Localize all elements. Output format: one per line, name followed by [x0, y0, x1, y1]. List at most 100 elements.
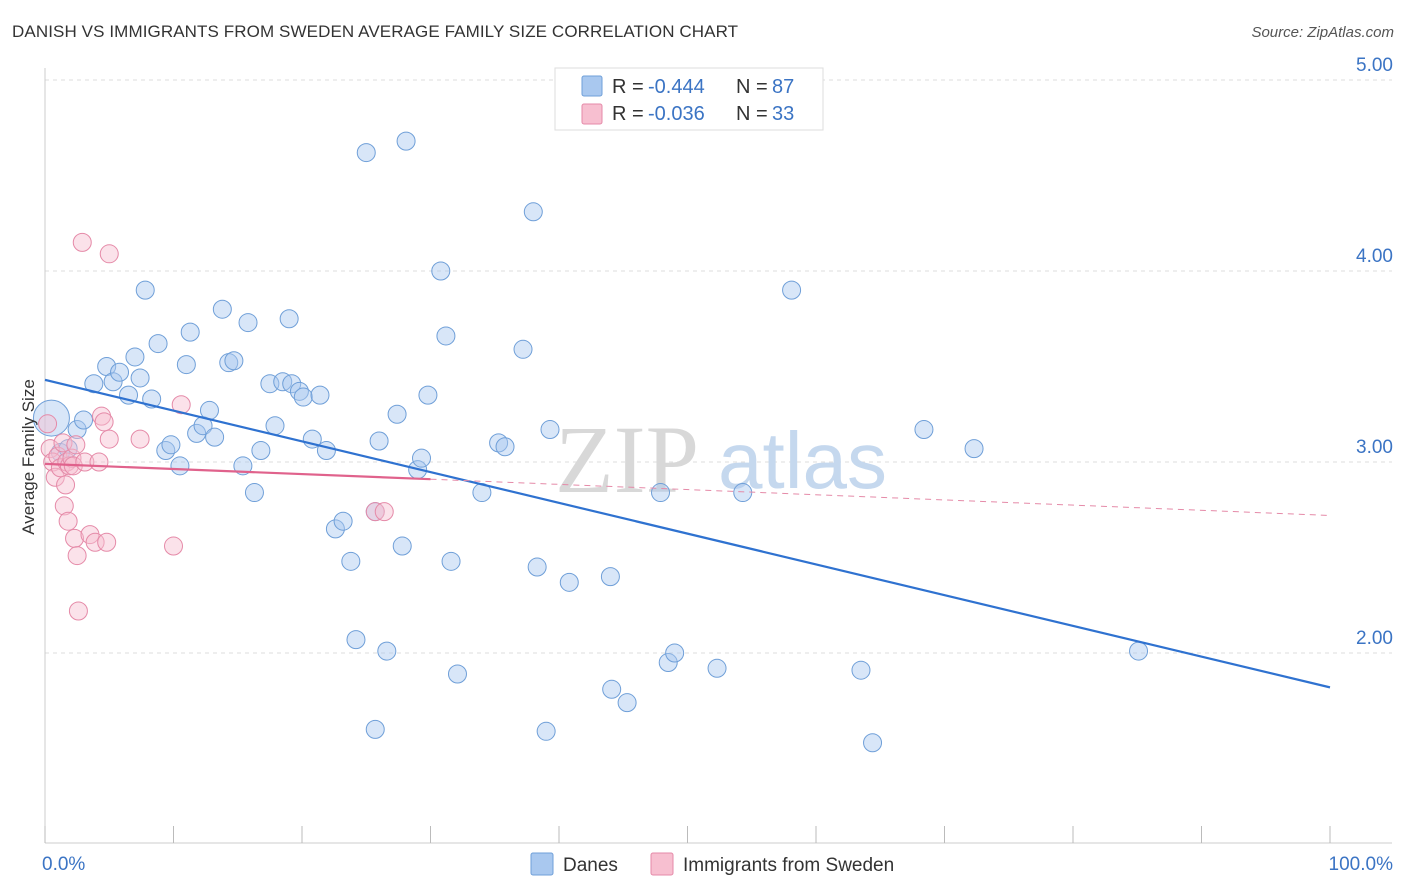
data-point-danes — [244, 483, 264, 503]
y-tick-label: 2.00 — [1356, 628, 1393, 649]
data-point-danes — [658, 653, 678, 673]
legend-swatch-sweden — [581, 103, 603, 125]
data-point-sweden — [68, 601, 88, 621]
data-point-sweden — [89, 452, 109, 472]
y-tick-label: 5.00 — [1356, 55, 1393, 76]
stats-legend: R = -0.444 N = 87 R = -0.036 N = 33 — [554, 67, 824, 131]
chart-source: Source: ZipAtlas.com — [1251, 24, 1394, 41]
data-point-danes — [964, 439, 984, 459]
data-point-danes — [67, 420, 87, 440]
x-tick-labels: 0.0% 100.0% — [42, 854, 1393, 875]
data-point-sweden — [38, 414, 58, 434]
data-point-danes — [369, 431, 389, 451]
legend-swatch-danes — [581, 75, 603, 97]
data-point-danes — [431, 261, 451, 281]
data-point-sweden — [54, 496, 74, 516]
legend-n-value: 87 — [772, 76, 794, 98]
data-point-danes — [205, 427, 225, 447]
data-point-sweden — [171, 395, 191, 415]
data-point-danes — [238, 313, 258, 333]
data-point-danes — [527, 557, 547, 577]
data-point-sweden — [99, 244, 119, 264]
data-point-danes — [651, 483, 671, 503]
data-point-danes — [387, 404, 407, 424]
data-point-sweden — [56, 475, 76, 495]
y-tick-labels: 2.00 3.00 4.00 5.00 — [1356, 55, 1393, 649]
data-point-danes — [447, 664, 467, 684]
legend-n-value: 33 — [772, 103, 794, 125]
series-legend-swatch-sweden — [650, 852, 674, 876]
watermark: ZIP atlas — [555, 406, 887, 513]
data-point-danes — [782, 280, 802, 300]
data-point-danes — [377, 641, 397, 661]
data-point-danes — [412, 448, 432, 468]
data-point-danes — [251, 441, 271, 461]
data-point-danes — [602, 679, 622, 699]
legend-n-label: N = — [736, 103, 768, 125]
x-tick-label: 100.0% — [1329, 854, 1394, 875]
trend-lines — [44, 378, 1331, 689]
data-point-danes — [187, 423, 207, 443]
data-point-danes — [212, 299, 232, 319]
data-point-sweden — [130, 429, 150, 449]
chart-title: DANISH VS IMMIGRANTS FROM SWEDEN AVERAGE… — [12, 22, 739, 41]
data-point-danes — [74, 410, 94, 430]
series-legend: Danes Immigrants from Sweden — [530, 852, 894, 876]
data-point-danes — [914, 420, 934, 440]
legend-n-label: N = — [736, 76, 768, 98]
trend-line-danes — [44, 378, 1331, 689]
legend-r-value: -0.444 — [648, 76, 705, 98]
data-point-danes — [333, 511, 353, 531]
data-point-danes — [103, 372, 123, 392]
data-point-danes — [282, 374, 302, 394]
data-point-danes — [617, 693, 637, 713]
data-point-sweden — [374, 502, 394, 522]
series-legend-swatch-danes — [530, 852, 554, 876]
data-point-danes — [180, 322, 200, 342]
data-point-sweden — [97, 532, 117, 552]
series-legend-label-danes: Danes — [563, 855, 618, 876]
data-point-danes — [540, 420, 560, 440]
data-point-sweden — [66, 435, 86, 455]
grid-lines — [45, 79, 1392, 654]
data-point-sweden — [58, 511, 78, 531]
data-point-danes — [418, 385, 438, 405]
data-point-danes — [1129, 641, 1149, 661]
data-points — [32, 131, 1149, 753]
data-point-sweden — [99, 429, 119, 449]
data-point-danes — [32, 399, 70, 437]
legend-r-label: R = — [612, 103, 644, 125]
legend-r-value: -0.036 — [648, 103, 705, 125]
data-point-danes — [161, 435, 181, 455]
watermark-zip: ZIP — [555, 406, 699, 513]
data-point-danes — [851, 660, 871, 680]
data-point-danes — [365, 719, 385, 739]
data-point-danes — [279, 309, 299, 329]
data-point-danes — [495, 437, 515, 457]
legend-r-label: R = — [612, 76, 644, 98]
data-point-danes — [125, 347, 145, 367]
data-point-danes — [341, 551, 361, 571]
data-point-danes — [176, 355, 196, 375]
data-point-danes — [346, 630, 366, 650]
data-point-danes — [289, 381, 309, 401]
trend-line-sweden — [44, 462, 431, 481]
y-tick-label: 4.00 — [1356, 246, 1393, 267]
data-point-danes — [84, 374, 104, 394]
data-point-sweden — [85, 532, 105, 552]
data-point-danes — [396, 131, 416, 151]
x-tick-label: 0.0% — [42, 854, 85, 875]
series-legend-label-sweden: Immigrants from Sweden — [683, 855, 894, 876]
data-point-danes — [325, 519, 345, 539]
data-point-danes — [156, 441, 176, 461]
trend-line-sweden-extended — [430, 478, 1331, 516]
data-point-danes — [733, 483, 753, 503]
data-point-sweden — [72, 232, 92, 252]
data-point-danes — [110, 362, 130, 382]
data-point-danes — [224, 351, 244, 371]
data-point-danes — [316, 441, 336, 461]
data-point-sweden — [67, 546, 87, 566]
data-point-sweden — [94, 412, 114, 432]
data-point-danes — [265, 416, 285, 436]
